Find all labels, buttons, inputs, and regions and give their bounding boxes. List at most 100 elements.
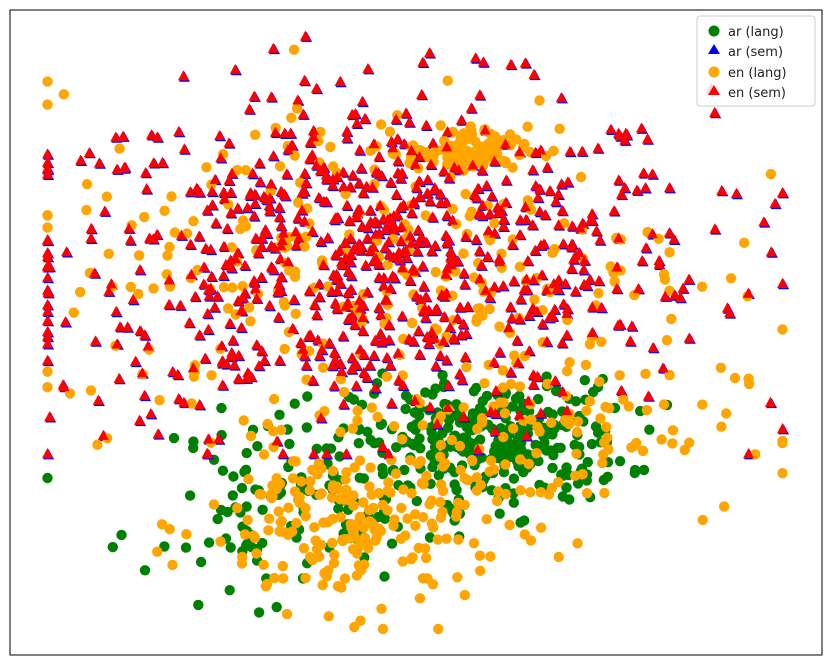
point-en-sem — [593, 275, 605, 286]
point-en-sem — [350, 380, 362, 391]
point-en-sem — [527, 378, 539, 389]
point-en-sem — [586, 326, 598, 337]
point-en-sem — [172, 368, 184, 379]
point-en-sem — [362, 63, 374, 74]
point-en-sem — [370, 166, 382, 177]
point-en-lang — [354, 455, 366, 466]
point-en-sem — [425, 158, 437, 169]
point-en-sem — [330, 212, 342, 223]
point-en-sem — [148, 157, 160, 168]
point-en-sem — [493, 253, 505, 264]
point-en-sem — [527, 164, 539, 175]
point-en-sem — [178, 143, 190, 154]
point-en-sem — [577, 217, 589, 228]
point-en-sem — [331, 302, 343, 313]
point-en-sem — [442, 401, 454, 412]
point-en-sem — [42, 448, 53, 459]
point-en-sem — [225, 254, 237, 265]
point-en-lang — [283, 502, 294, 513]
point-en-sem — [303, 285, 315, 296]
point-ar-lang — [451, 484, 462, 496]
point-en-sem — [411, 181, 422, 193]
point-en-sem — [477, 199, 489, 210]
point-en-sem — [619, 134, 631, 145]
point-en-lang — [267, 425, 279, 437]
legend-marker-en-sem — [708, 85, 720, 95]
point-ar-lang — [644, 424, 655, 435]
point-en-sem — [540, 284, 552, 295]
point-en-sem — [194, 329, 205, 340]
point-en-sem — [248, 90, 260, 101]
point-en-lang — [286, 112, 297, 124]
point-en-lang — [459, 589, 470, 601]
point-ar-lang — [547, 409, 558, 420]
point-ar-lang — [406, 421, 417, 432]
point-en-lang — [201, 162, 212, 173]
point-en-sem — [167, 365, 179, 377]
point-en-sem — [605, 123, 617, 134]
point-ar-lang — [289, 398, 300, 409]
point-en-sem — [241, 201, 253, 213]
point-en-sem — [465, 102, 477, 113]
point-en-lang — [222, 303, 234, 314]
point-en-lang — [471, 316, 482, 327]
point-en-lang — [696, 281, 708, 292]
point-ar-lang — [225, 542, 236, 553]
point-en-sem — [42, 354, 53, 365]
point-en-lang — [42, 366, 53, 377]
point-en-sem — [357, 311, 369, 322]
point-en-lang — [269, 572, 280, 584]
point-en-sem — [426, 326, 438, 337]
point-en-sem — [742, 287, 754, 298]
point-en-sem — [248, 275, 260, 286]
point-en-sem — [409, 158, 421, 169]
point-en-lang — [418, 479, 429, 490]
point-en-sem — [278, 188, 290, 199]
point-en-lang — [322, 517, 333, 528]
point-en-lang — [398, 484, 409, 495]
point-en-sem — [413, 150, 425, 161]
point-ar-lang — [614, 456, 626, 467]
point-en-sem — [557, 386, 569, 397]
point-en-sem — [174, 299, 186, 310]
point-en-sem — [561, 404, 573, 416]
point-en-lang — [595, 413, 606, 424]
point-en-sem — [624, 335, 636, 346]
point-en-sem — [489, 425, 501, 436]
point-en-lang — [417, 512, 429, 523]
point-en-sem — [657, 362, 669, 373]
point-en-sem — [304, 329, 316, 340]
point-en-lang — [382, 259, 393, 270]
point-en-sem — [311, 309, 323, 320]
point-en-sem — [395, 235, 407, 246]
point-ar-lang — [271, 601, 282, 613]
point-en-lang — [618, 394, 629, 405]
point-en-sem — [103, 285, 115, 296]
point-en-sem — [632, 283, 644, 294]
point-en-sem — [443, 379, 454, 390]
point-en-sem — [42, 156, 53, 167]
point-en-lang — [133, 288, 144, 300]
point-ar-lang — [253, 607, 265, 618]
point-en-lang — [420, 552, 432, 564]
point-en-sem — [225, 350, 237, 361]
point-en-sem — [407, 263, 419, 274]
point-ar-lang — [425, 450, 437, 461]
point-en-sem — [434, 188, 446, 199]
point-en-sem — [342, 313, 354, 324]
point-en-lang — [240, 165, 251, 176]
point-en-lang — [323, 611, 334, 622]
point-en-lang — [467, 455, 478, 467]
point-en-sem — [488, 356, 500, 367]
point-en-sem — [369, 382, 381, 393]
point-en-lang — [581, 405, 592, 416]
point-en-sem — [613, 127, 624, 138]
point-ar-lang — [168, 432, 180, 444]
point-en-lang — [388, 421, 400, 432]
point-en-sem — [256, 345, 268, 356]
point-en-lang — [594, 376, 605, 387]
point-en-sem — [507, 238, 518, 249]
point-en-lang — [81, 179, 93, 190]
point-en-lang — [395, 533, 407, 544]
point-en-lang — [349, 621, 360, 633]
